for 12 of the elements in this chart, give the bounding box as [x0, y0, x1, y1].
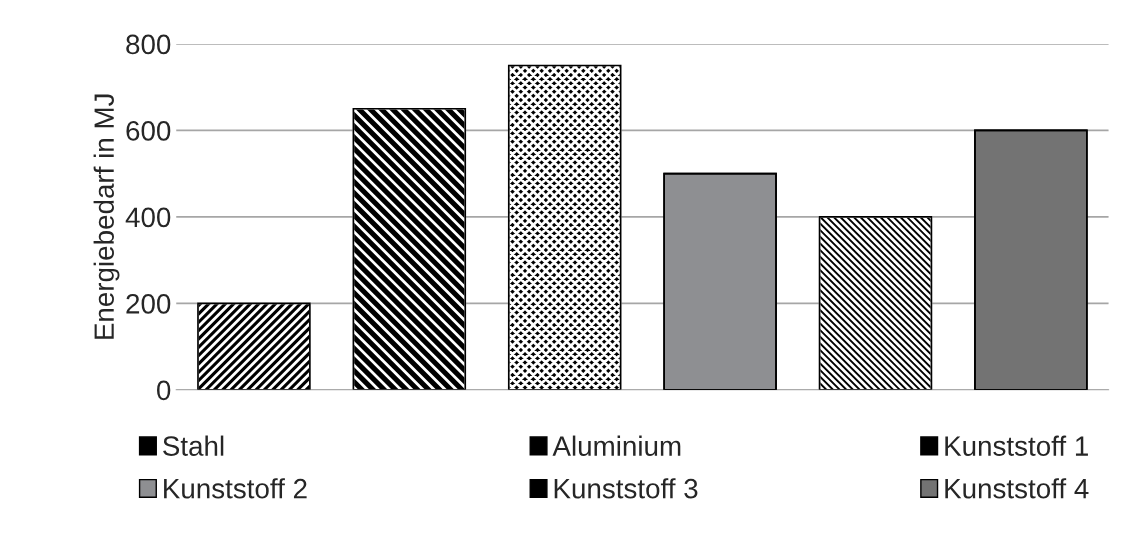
legend-label: Kunststoff 2: [164, 478, 307, 499]
legend-label: Kunststoff 4: [945, 478, 1089, 499]
y-tick-label: 400: [125, 207, 171, 228]
y-tick-label: 0: [157, 380, 171, 401]
y-tick-label: 800: [126, 34, 171, 55]
legend-label: Aluminium: [552, 435, 681, 456]
y-axis-title: Energiebedarf in MJ: [93, 94, 120, 339]
y-tick-label: 200: [126, 293, 171, 314]
legend-label: Stahl: [163, 435, 224, 456]
legend-label: Kunststoff 1: [945, 435, 1088, 456]
legend-label: Kunststoff 3: [554, 478, 698, 499]
y-tick-label: 600: [126, 121, 171, 141]
